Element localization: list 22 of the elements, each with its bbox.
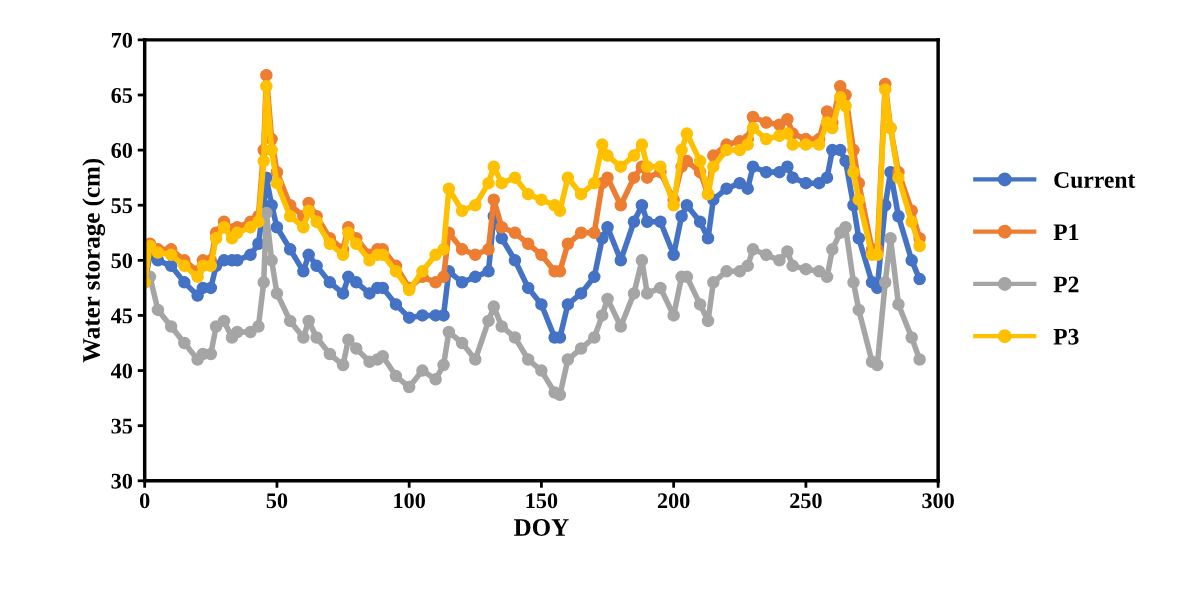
x-tick-label: 150 — [526, 493, 558, 509]
y-tick-label: 50 — [111, 253, 133, 269]
legend-label: P1 — [1053, 224, 1079, 240]
x-tick-label: 200 — [657, 493, 690, 509]
x-tick-label: 0 — [139, 493, 150, 509]
y-tick-label: 30 — [111, 473, 133, 489]
x-tick-label: 50 — [266, 493, 288, 509]
y-tick-label: 70 — [111, 32, 133, 48]
y-axis-title: Water storage (cm) — [82, 158, 106, 363]
y-tick-label: 40 — [110, 363, 133, 379]
x-tick-label: 300 — [922, 493, 954, 509]
x-axis-title: DOY — [514, 519, 569, 536]
x-tick-label: 100 — [394, 493, 425, 509]
y-tick-label: 65 — [111, 87, 133, 103]
y-tick-label: 35 — [111, 418, 133, 434]
y-tick-label: 60 — [111, 143, 133, 159]
y-tick-label: 55 — [111, 198, 133, 214]
y-tick-label: 45 — [110, 308, 133, 324]
legend-label: P3 — [1053, 328, 1079, 345]
x-tick-label: 250 — [790, 493, 822, 509]
legend-label: P2 — [1053, 276, 1079, 293]
legend-label: Current — [1054, 172, 1136, 188]
